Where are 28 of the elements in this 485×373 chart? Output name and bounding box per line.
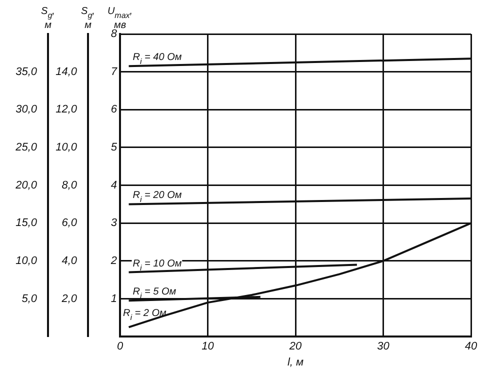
x-tick-label: 20 xyxy=(288,340,302,352)
x-tick-label: 30 xyxy=(377,340,390,352)
x-tick-label: 10 xyxy=(202,340,215,352)
y3-tick-label: 10,0 xyxy=(56,142,78,154)
y-tick-label: 6 xyxy=(110,104,118,116)
y-tick-label: 4 xyxy=(110,179,117,192)
x-axis-title: l, м xyxy=(287,356,304,368)
y-tick-label: 8 xyxy=(110,28,118,40)
y-tick-label: 7 xyxy=(110,66,118,78)
y-tick-label: 1 xyxy=(110,292,117,305)
y-tick-label: 2 xyxy=(110,255,117,268)
y2-tick-label: 25,0 xyxy=(14,142,38,154)
y2-tick-label: 30,0 xyxy=(16,104,38,116)
y2-tick-label: 15,0 xyxy=(16,217,38,230)
x-tick-label: 40 xyxy=(464,340,478,352)
y-tick-label: 5 xyxy=(110,142,118,154)
y3-tick-label: 12,0 xyxy=(56,104,78,116)
y-tick-label: 3 xyxy=(110,217,118,230)
y2-tick-label: 35,0 xyxy=(16,66,38,78)
y3-tick-label: 14,0 xyxy=(56,66,78,78)
y2-tick-label: 20,0 xyxy=(14,179,38,192)
y3-tick-label: 6,0 xyxy=(62,217,78,230)
x-tick-label: 0 xyxy=(116,340,124,352)
y3-tick-label: 4,0 xyxy=(62,255,78,268)
y3-tick-label: 2,0 xyxy=(60,292,78,305)
y2-tick-label: 10,0 xyxy=(16,255,38,268)
y3-tick-label: 8,0 xyxy=(62,179,78,192)
y2-tick-label: 5,0 xyxy=(22,292,38,305)
